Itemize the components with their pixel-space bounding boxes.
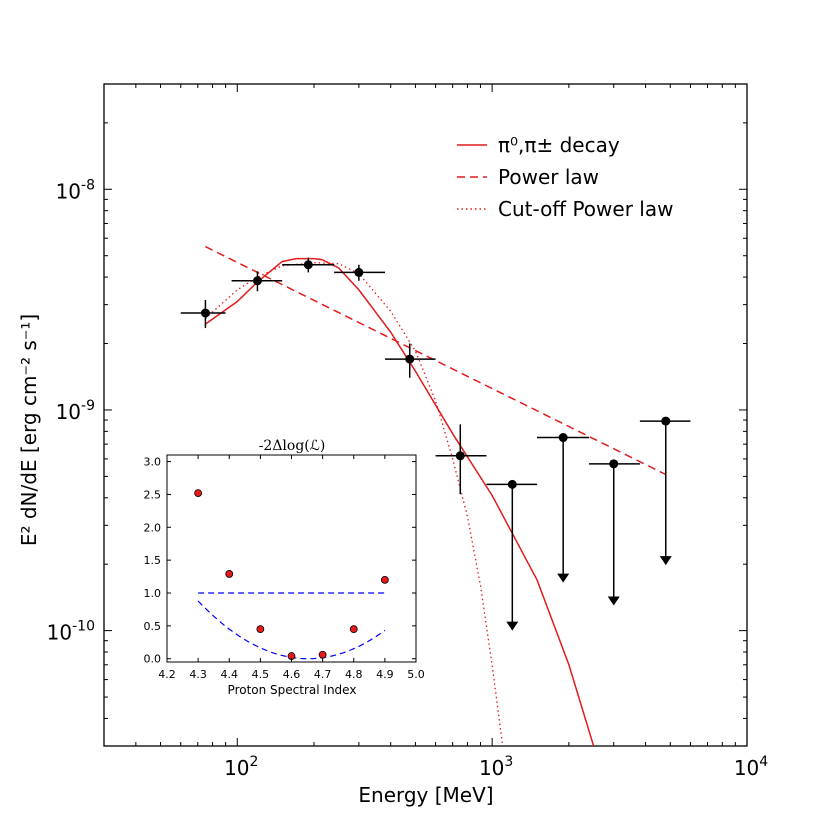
x-tick-label-base: 10	[224, 756, 249, 780]
legend-label: π⁰,π± decay	[498, 133, 620, 157]
legend: π⁰,π± decay Power law Cut-off Power law	[457, 133, 673, 221]
inset-title: -2Δlog(ℒ)	[259, 438, 326, 454]
y-axis-label: E² dN/dE [erg cm⁻² s⁻¹]	[17, 314, 41, 546]
inset-x-axis-label: Proton Spectral Index	[228, 683, 357, 697]
data-point	[252, 276, 262, 286]
x-tick-label-exponent: 3	[504, 754, 513, 770]
inset-data-point	[349, 625, 358, 634]
y-tick-label: 10-9	[56, 398, 95, 424]
x-tick-label-exponent: 2	[250, 754, 259, 770]
inset-series-group	[194, 489, 389, 660]
main-data-points	[180, 257, 691, 631]
series-line-dashed	[205, 245, 667, 476]
data-point	[354, 267, 364, 277]
data-point	[558, 433, 568, 443]
inset-x-tick-label: 4.3	[189, 668, 207, 681]
y-tick-label: 10-8	[56, 177, 95, 203]
main-plot-frame	[103, 83, 748, 747]
inset-y-tick-label: 3.0	[144, 456, 162, 469]
inset-data-point	[256, 625, 265, 634]
inset-x-tick-label: 4.7	[314, 668, 332, 681]
legend-label: Power law	[498, 165, 599, 189]
inset-y-tick-label: 1.5	[144, 554, 162, 567]
upper-limit-arrow	[506, 621, 519, 631]
y-tick-label: 10-10	[47, 619, 95, 645]
inset-data-point	[225, 570, 234, 578]
data-point	[455, 451, 465, 461]
inset-axis-ticks: 4.2 4.3 4.4 4.5 4.6 4.7 4.8 4.9 5.0 0.0 0.5 1.0 1.5 2…	[144, 455, 425, 681]
inset-y-tick-label: 0.0	[144, 653, 162, 666]
series-line-solid	[204, 257, 595, 746]
inset-x-tick-label: 4.8	[345, 668, 363, 681]
x-tick-label: 102	[224, 754, 258, 780]
inset-x-tick-label: 4.6	[283, 668, 301, 681]
data-point	[200, 308, 210, 318]
inset-x-tick-label: 4.2	[158, 668, 176, 681]
inset-y-tick-label: 2.0	[144, 521, 162, 534]
x-tick-label-base: 10	[734, 756, 759, 780]
inset-chart: 4.2 4.3 4.4 4.5 4.6 4.7 4.8 4.9 5.0 0.0 0.5 1.0 1.5 2…	[144, 438, 425, 697]
inset-plot-background	[167, 455, 416, 662]
inset-y-tick-label: 1.0	[144, 587, 162, 600]
x-axis-label: Energy [MeV]	[358, 783, 493, 807]
upper-limit-arrow	[557, 573, 570, 583]
y-tick-label-exponent: -10	[72, 619, 95, 635]
inset-x-tick-label: 4.5	[252, 668, 270, 681]
inset-data-point	[380, 575, 389, 584]
inset-data-point	[194, 489, 203, 498]
data-point	[405, 354, 415, 364]
y-tick-label-base: 10	[47, 621, 72, 645]
data-point	[661, 416, 671, 426]
inset-x-tick-label: 5.0	[407, 668, 425, 681]
inset-y-tick-label: 0.5	[144, 620, 162, 633]
inset-y-tick-label: 2.5	[144, 488, 162, 501]
x-tick-label-base: 10	[479, 756, 504, 780]
inset-x-tick-label: 4.4	[221, 668, 239, 681]
data-point	[303, 260, 313, 270]
y-tick-label-exponent: -8	[81, 177, 95, 193]
upper-limit-arrow	[607, 596, 620, 606]
upper-limit-arrow	[659, 556, 672, 566]
x-tick-label: 104	[734, 754, 768, 780]
main-series-group	[204, 245, 667, 746]
inset-data-point	[318, 650, 327, 659]
inset-x-tick-label: 4.9	[376, 668, 394, 681]
y-tick-label-base: 10	[56, 400, 81, 424]
x-tick-label: 103	[479, 754, 513, 780]
x-tick-label-exponent: 4	[759, 754, 768, 770]
y-tick-label-base: 10	[56, 179, 81, 203]
y-tick-label-exponent: -9	[81, 398, 95, 414]
data-point	[609, 459, 619, 469]
data-point	[507, 479, 517, 489]
legend-label: Cut-off Power law	[498, 197, 673, 221]
